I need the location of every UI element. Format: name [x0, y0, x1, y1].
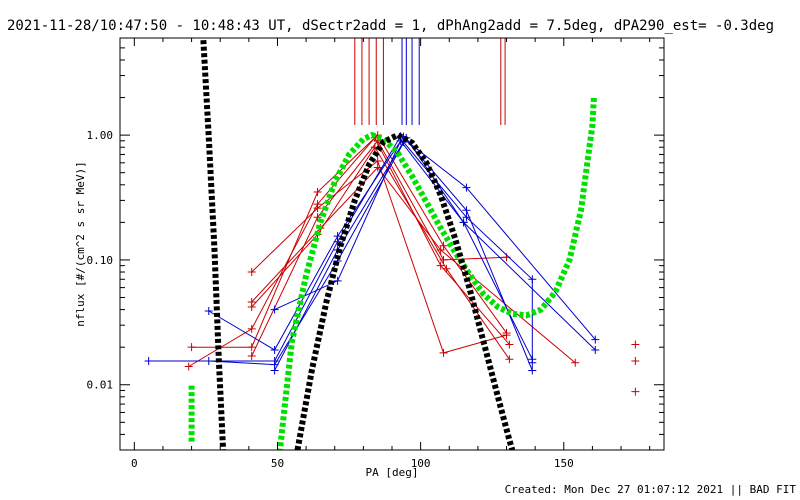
y-tick-label: 0.01 — [87, 379, 114, 392]
fit-curve — [294, 131, 516, 450]
fit-curves — [188, 38, 597, 450]
data-point-marker — [502, 331, 511, 340]
data-point-marker — [591, 345, 600, 354]
data-point-marker — [184, 362, 193, 371]
x-tick-label: 150 — [554, 457, 574, 470]
data-point-marker — [528, 366, 537, 375]
data-point-marker — [313, 213, 322, 222]
data-point-marker — [462, 213, 471, 222]
data-point-marker — [204, 306, 213, 315]
fit-curve — [276, 97, 597, 450]
data-point-marker — [462, 183, 471, 192]
data-point-marker — [631, 356, 640, 365]
data-point-marker — [270, 366, 279, 375]
axes: 0 50 100 150 0.01 0.10 1.00 — [87, 37, 664, 470]
x-tick-label: 0 — [131, 457, 138, 470]
data-point-marker — [528, 358, 537, 367]
data-point-marker — [631, 387, 640, 396]
series-line — [188, 137, 510, 367]
data-point-marker — [439, 348, 448, 357]
data-point-marker — [247, 351, 256, 360]
chart-title: 2021-11-28/10:47:50 - 10:48:43 UT, dSect… — [7, 18, 774, 34]
series-line — [208, 135, 533, 371]
data-point-marker — [247, 324, 256, 333]
data-point-marker — [436, 246, 445, 255]
data-point-marker — [247, 343, 256, 352]
fit-curve — [200, 38, 227, 450]
data-point-marker — [313, 188, 322, 197]
plot-region — [144, 38, 600, 450]
data-point-marker — [373, 163, 382, 172]
y-tick-label: 1.00 — [87, 129, 114, 142]
y-tick-label: 0.10 — [87, 254, 114, 267]
data-point-marker — [436, 261, 445, 270]
data-point-marker — [439, 241, 448, 250]
x-axis-label: PA [deg] — [366, 466, 419, 479]
data-point-marker — [333, 276, 342, 285]
data-series — [144, 131, 600, 375]
data-point-marker — [333, 232, 342, 241]
data-point-marker — [528, 275, 537, 284]
extra-points — [631, 340, 640, 396]
data-point-marker — [204, 356, 213, 365]
x-tick-label: 100 — [411, 457, 431, 470]
data-point-marker — [442, 264, 451, 273]
data-point-marker — [247, 268, 256, 277]
data-point-marker — [313, 204, 322, 213]
data-point-marker — [631, 340, 640, 349]
data-point-marker — [459, 218, 468, 227]
data-point-marker — [591, 335, 600, 344]
data-point-marker — [247, 298, 256, 307]
series-line — [208, 136, 533, 366]
data-point-marker — [505, 340, 514, 349]
y-axis-label: nflux [#/(cm^2 s sr MeV)] — [74, 161, 87, 327]
x-tick-label: 50 — [271, 457, 284, 470]
data-point-marker — [270, 345, 279, 354]
vertical-markers — [354, 38, 506, 125]
data-point-marker — [187, 343, 196, 352]
footer-created: Created: Mon Dec 27 01:07:12 2021 || BAD… — [505, 483, 797, 496]
data-point-marker — [505, 355, 514, 364]
plot-frame — [119, 37, 665, 451]
data-point-marker — [571, 358, 580, 367]
data-point-marker — [144, 356, 153, 365]
data-point-marker — [270, 305, 279, 314]
data-point-marker — [462, 206, 471, 215]
